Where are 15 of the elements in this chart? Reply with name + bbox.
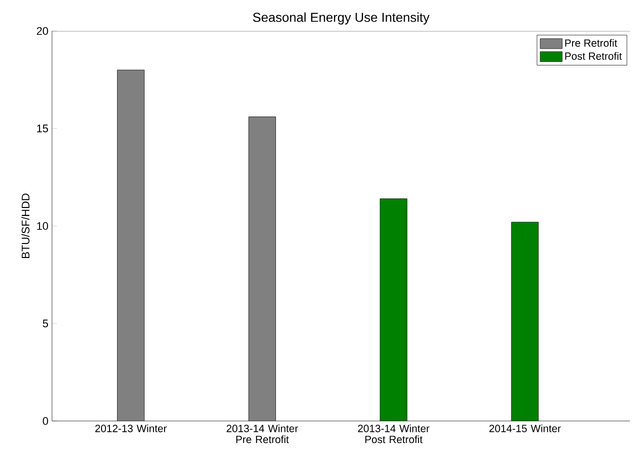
y-axis-title: BTU/SF/HDD	[21, 194, 30, 258]
x-tick-label: 2013-14 Winter Pre Retrofit	[226, 424, 298, 444]
y-tick-label: 20	[36, 27, 48, 35]
y-tick-label: 0	[42, 417, 48, 425]
legend-label: Post Retrofit	[565, 52, 622, 60]
bar	[511, 222, 539, 421]
x-tick-label: 2012-13 Winter	[95, 424, 167, 432]
y-tick-label: 10	[37, 222, 48, 230]
bar	[380, 198, 408, 421]
x-tick-label: 2013-14 Winter Post Retrofit	[358, 424, 430, 444]
x-tick-label: 2014-15 Winter	[489, 424, 561, 432]
chart-title: Seasonal Energy Use Intensity	[253, 12, 430, 24]
y-tick-label: 5	[42, 320, 48, 328]
y-tick-label: 15	[37, 124, 48, 132]
legend-label: Pre Retrofit	[565, 39, 618, 47]
